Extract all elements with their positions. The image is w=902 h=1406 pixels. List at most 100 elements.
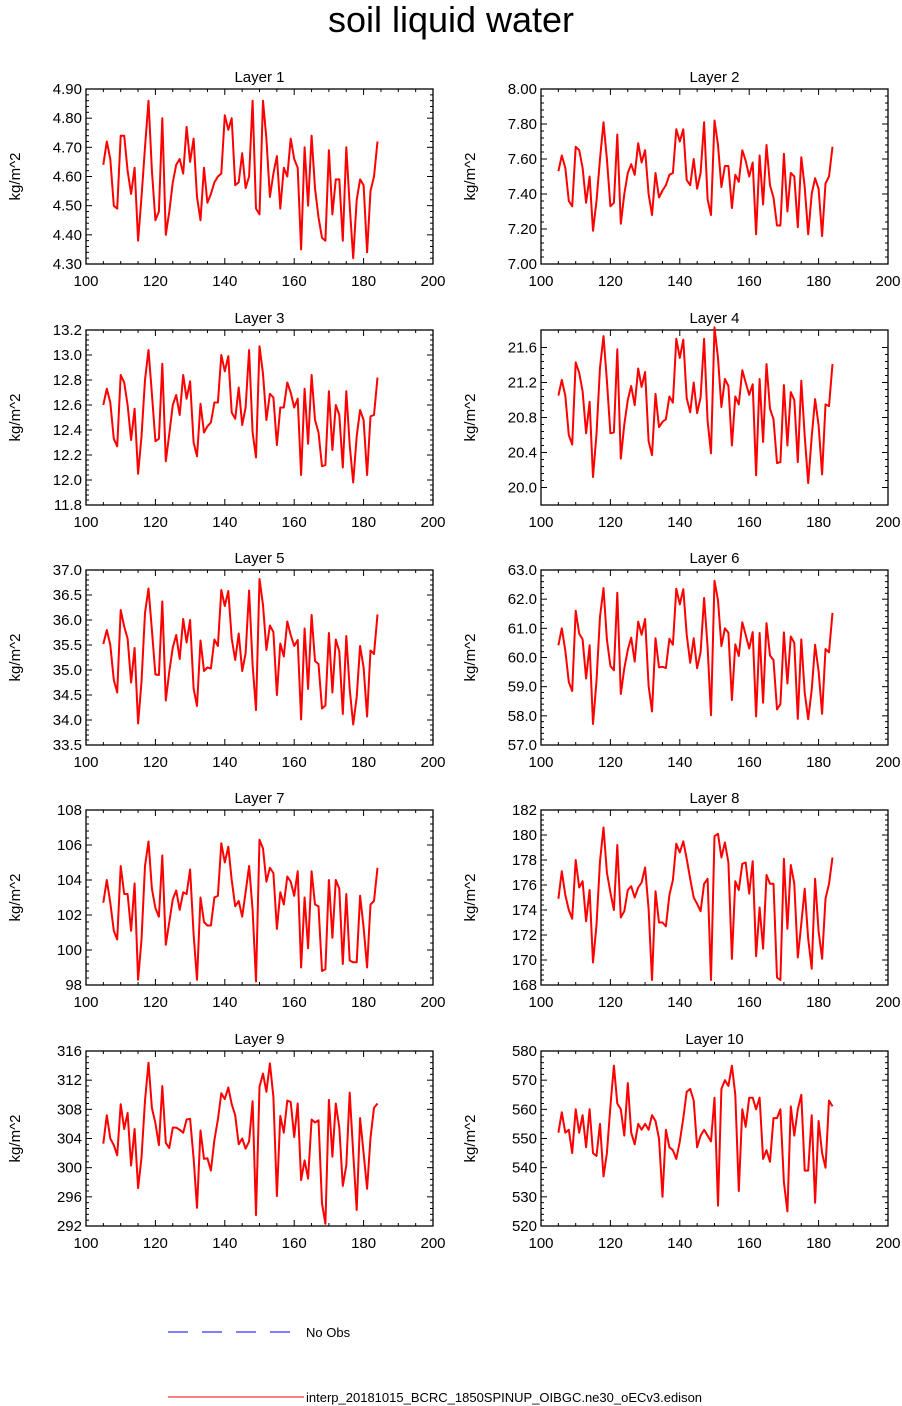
x-tick-label: 100 xyxy=(73,754,98,771)
y-tick-label: 4.90 xyxy=(53,81,82,98)
panel-layer-10: Layer 10 kg/m^2 100 120 140 160 180 200 520 530 54… xyxy=(462,1031,901,1252)
y-tick-label: 61.0 xyxy=(508,620,537,637)
y-tick-label: 168 xyxy=(512,977,537,994)
panel-layer-4: Layer 4 kg/m^2 100 120 140 160 180 200 20.0 20.4 2… xyxy=(462,310,901,531)
x-tick-label: 180 xyxy=(351,273,376,290)
x-tick-label: 120 xyxy=(598,754,623,771)
y-tick-label: 21.6 xyxy=(508,340,537,357)
x-tick-label: 200 xyxy=(875,994,900,1011)
panel-layer-8: Layer 8 kg/m^2 100 120 140 160 180 200 168 170 172… xyxy=(462,790,901,1011)
panel-layer-5: Layer 5 kg/m^2 100 120 140 160 180 200 33.5 34.0 3… xyxy=(7,550,446,771)
y-tick-label: 296 xyxy=(57,1189,82,1206)
y-tick-label: 12.2 xyxy=(53,447,82,464)
x-tick-label: 180 xyxy=(351,994,376,1011)
panel-grid: Layer 1 kg/m^2 100 120 140 160 180 200 4.30 4.40 4… xyxy=(7,69,901,1252)
y-tick-label: 292 xyxy=(57,1218,82,1235)
y-axis-label: kg/m^2 xyxy=(462,1115,479,1163)
y-tick-label: 180 xyxy=(512,827,537,844)
legend-model-label: interp_20181015_BCRC_1850SPINUP_OIBGC.ne… xyxy=(306,1390,702,1405)
x-tick-label: 180 xyxy=(806,1235,831,1252)
y-tick-label: 36.0 xyxy=(53,612,82,629)
panel-layer-9: Layer 9 kg/m^2 100 120 140 160 180 200 292 296 300… xyxy=(7,1031,446,1252)
y-tick-label: 580 xyxy=(512,1043,537,1060)
x-tick-label: 120 xyxy=(143,754,168,771)
y-tick-label: 12.8 xyxy=(53,372,82,389)
y-tick-label: 4.80 xyxy=(53,110,82,127)
y-tick-label: 108 xyxy=(57,802,82,819)
series-line xyxy=(102,345,379,484)
panel-title: Layer 7 xyxy=(234,790,284,807)
panel-title: Layer 5 xyxy=(234,550,284,567)
x-tick-label: 200 xyxy=(420,273,445,290)
y-tick-label: 308 xyxy=(57,1101,82,1118)
panel-layer-1: Layer 1 kg/m^2 100 120 140 160 180 200 4.30 4.40 4… xyxy=(7,69,446,290)
y-tick-label: 20.8 xyxy=(508,410,537,427)
y-tick-label: 182 xyxy=(512,802,537,819)
y-tick-label: 20.0 xyxy=(508,480,537,497)
y-axis-label: kg/m^2 xyxy=(7,874,24,922)
y-tick-label: 316 xyxy=(57,1043,82,1060)
series-line xyxy=(557,1064,834,1213)
x-tick-label: 140 xyxy=(667,1235,692,1252)
x-tick-label: 180 xyxy=(806,994,831,1011)
y-tick-label: 4.40 xyxy=(53,227,82,244)
x-tick-label: 100 xyxy=(73,514,98,531)
y-tick-label: 7.20 xyxy=(508,221,537,238)
panel-title: Layer 6 xyxy=(689,550,739,567)
x-tick-label: 100 xyxy=(528,273,553,290)
x-tick-label: 160 xyxy=(737,994,762,1011)
x-tick-label: 180 xyxy=(806,754,831,771)
series-line xyxy=(557,326,834,485)
y-axis-label: kg/m^2 xyxy=(7,634,24,682)
x-tick-label: 140 xyxy=(212,754,237,771)
series-line xyxy=(102,99,379,260)
x-tick-label: 100 xyxy=(73,1235,98,1252)
y-tick-label: 13.2 xyxy=(53,322,82,339)
y-tick-label: 106 xyxy=(57,837,82,854)
y-tick-label: 34.5 xyxy=(53,687,82,704)
y-tick-label: 7.40 xyxy=(508,186,537,203)
x-tick-label: 180 xyxy=(806,514,831,531)
y-tick-label: 550 xyxy=(512,1131,537,1148)
y-tick-label: 34.0 xyxy=(53,712,82,729)
y-axis-label: kg/m^2 xyxy=(7,1115,24,1163)
y-tick-label: 172 xyxy=(512,927,537,944)
y-axis-label: kg/m^2 xyxy=(462,153,479,201)
panel-layer-6: Layer 6 kg/m^2 100 120 140 160 180 200 57.0 58.0 5… xyxy=(462,550,901,771)
y-tick-label: 100 xyxy=(57,942,82,959)
x-tick-label: 140 xyxy=(667,754,692,771)
y-tick-label: 174 xyxy=(512,902,537,919)
y-tick-label: 7.60 xyxy=(508,151,537,168)
y-tick-label: 520 xyxy=(512,1218,537,1235)
x-tick-label: 120 xyxy=(598,273,623,290)
y-tick-label: 12.6 xyxy=(53,397,82,414)
y-tick-label: 98 xyxy=(65,977,82,994)
x-tick-label: 100 xyxy=(73,994,98,1011)
panel-title: Layer 1 xyxy=(234,69,284,86)
y-axis-label: kg/m^2 xyxy=(7,394,24,442)
y-tick-label: 104 xyxy=(57,872,82,889)
y-tick-label: 178 xyxy=(512,852,537,869)
y-tick-label: 11.8 xyxy=(54,497,82,514)
x-tick-label: 160 xyxy=(282,754,307,771)
y-tick-label: 8.00 xyxy=(508,81,537,98)
x-tick-label: 180 xyxy=(806,273,831,290)
y-tick-label: 37.0 xyxy=(53,562,82,579)
y-tick-label: 35.5 xyxy=(53,637,82,654)
y-tick-label: 300 xyxy=(57,1160,82,1177)
x-tick-label: 200 xyxy=(875,754,900,771)
panel-layer-3: Layer 3 kg/m^2 100 120 140 160 180 200 11.8 12.0 1… xyxy=(7,310,446,531)
x-tick-label: 180 xyxy=(351,1235,376,1252)
y-tick-label: 4.50 xyxy=(53,198,82,215)
plot-frame xyxy=(85,1050,434,1227)
y-tick-label: 304 xyxy=(57,1131,82,1148)
x-tick-label: 200 xyxy=(420,514,445,531)
y-tick-label: 63.0 xyxy=(508,562,537,579)
plot-frame xyxy=(540,1050,889,1227)
panel-title: Layer 3 xyxy=(234,310,284,327)
x-tick-label: 140 xyxy=(212,994,237,1011)
y-tick-label: 170 xyxy=(512,952,537,969)
x-tick-label: 140 xyxy=(667,514,692,531)
